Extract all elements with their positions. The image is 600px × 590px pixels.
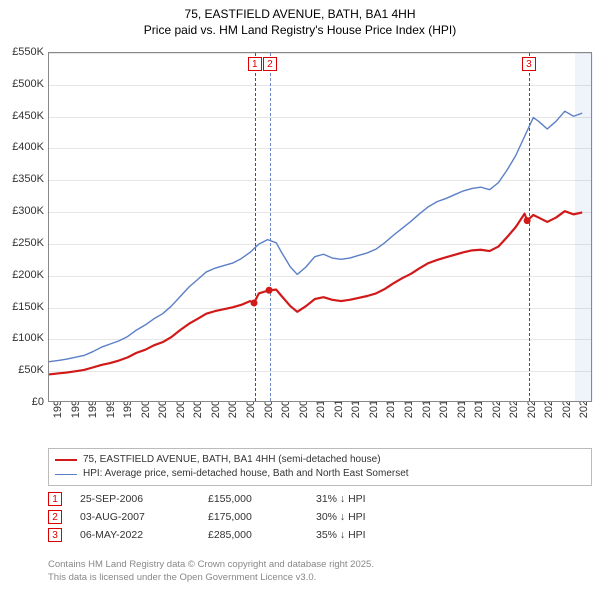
title-block: 75, EASTFIELD AVENUE, BATH, BA1 4HH Pric… — [0, 0, 600, 38]
title-line1: 75, EASTFIELD AVENUE, BATH, BA1 4HH — [0, 6, 600, 22]
event-date: 03-AUG-2007 — [80, 511, 190, 523]
legend: 75, EASTFIELD AVENUE, BATH, BA1 4HH (sem… — [48, 448, 592, 486]
event-marker-box: 2 — [263, 57, 277, 71]
ytick-label: £350K — [2, 173, 44, 185]
plot-area: 12 3 — [48, 52, 592, 402]
event-row: 3 06-MAY-2022 £285,000 35% ↓ HPI — [48, 528, 592, 542]
legend-swatch-hpi — [55, 474, 77, 475]
ytick-label: £550K — [2, 46, 44, 58]
event-price: £155,000 — [208, 493, 298, 505]
legend-row-hpi: HPI: Average price, semi-detached house,… — [55, 467, 585, 481]
footer: Contains HM Land Registry data © Crown c… — [48, 559, 592, 584]
event-row: 2 03-AUG-2007 £175,000 30% ↓ HPI — [48, 510, 592, 524]
ytick-label: £0 — [2, 396, 44, 408]
legend-row-price: 75, EASTFIELD AVENUE, BATH, BA1 4HH (sem… — [55, 453, 585, 467]
title-line2: Price paid vs. HM Land Registry's House … — [0, 22, 600, 38]
series-price_paid — [49, 211, 582, 374]
ytick-label: £150K — [2, 301, 44, 313]
price-marker-dot — [266, 287, 273, 294]
event-row: 1 25-SEP-2006 £155,000 31% ↓ HPI — [48, 492, 592, 506]
event-price: £175,000 — [208, 511, 298, 523]
ytick-label: £500K — [2, 78, 44, 90]
event-delta: 30% ↓ HPI — [316, 511, 366, 523]
ytick-label: £300K — [2, 205, 44, 217]
ytick-label: £50K — [2, 364, 44, 376]
ytick-label: £250K — [2, 237, 44, 249]
events-table: 1 25-SEP-2006 £155,000 31% ↓ HPI 2 03-AUG-200… — [48, 492, 592, 546]
event-date: 06-MAY-2022 — [80, 529, 190, 541]
legend-swatch-price — [55, 459, 77, 461]
event-num: 2 — [48, 510, 62, 524]
event-delta: 31% ↓ HPI — [316, 493, 366, 505]
event-num: 3 — [48, 528, 62, 542]
price-marker-dot — [251, 299, 258, 306]
event-marker-box: 3 — [522, 57, 536, 71]
series-hpi — [49, 111, 582, 362]
legend-label-price: 75, EASTFIELD AVENUE, BATH, BA1 4HH (sem… — [83, 453, 381, 467]
footer-line1: Contains HM Land Registry data © Crown c… — [48, 559, 592, 571]
ytick-label: £200K — [2, 269, 44, 281]
ytick-label: £400K — [2, 141, 44, 153]
event-num: 1 — [48, 492, 62, 506]
footer-line2: This data is licensed under the Open Gov… — [48, 572, 592, 584]
event-marker-box: 1 — [248, 57, 262, 71]
event-price: £285,000 — [208, 529, 298, 541]
event-delta: 35% ↓ HPI — [316, 529, 366, 541]
ytick-label: £450K — [2, 110, 44, 122]
ytick-label: £100K — [2, 332, 44, 344]
legend-label-hpi: HPI: Average price, semi-detached house,… — [83, 467, 409, 481]
chart-container: 75, EASTFIELD AVENUE, BATH, BA1 4HH Pric… — [0, 0, 600, 590]
line-layer — [49, 53, 591, 401]
event-date: 25-SEP-2006 — [80, 493, 190, 505]
price-marker-dot — [524, 217, 531, 224]
